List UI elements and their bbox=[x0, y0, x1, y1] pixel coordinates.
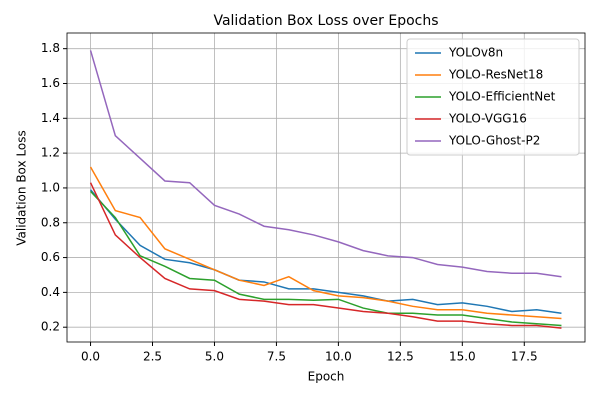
y-axis-label: Validation Box Loss bbox=[15, 130, 29, 246]
x-tick-label: 2.5 bbox=[143, 350, 162, 364]
x-tick-label: 15.0 bbox=[449, 350, 476, 364]
legend-box bbox=[406, 38, 580, 156]
data-line bbox=[89, 189, 562, 315]
x-tick-label: 17.5 bbox=[511, 350, 538, 364]
x-tick-label: 10.0 bbox=[325, 350, 352, 364]
x-tick-label: 12.5 bbox=[387, 350, 414, 364]
y-tick-label: 1.8 bbox=[41, 41, 60, 55]
y-tick-label: 0.8 bbox=[41, 215, 60, 229]
legend-label: YOLO-Ghost-P2 bbox=[448, 134, 540, 148]
x-tick-label: 5.0 bbox=[205, 350, 224, 364]
data-line bbox=[89, 50, 562, 278]
legend-label: YOLOv8n bbox=[448, 46, 503, 60]
legend-label: YOLO-ResNet18 bbox=[448, 68, 543, 82]
x-tick-label: 0.0 bbox=[81, 350, 100, 364]
data-line bbox=[90, 190, 562, 327]
y-tick-label: 0.4 bbox=[41, 285, 60, 299]
y-tick-label: 1.0 bbox=[41, 180, 60, 194]
x-tick-label: 7.5 bbox=[267, 350, 286, 364]
legend-label: YOLO-EfficientNet bbox=[448, 90, 556, 104]
y-tick-label: 0.2 bbox=[41, 320, 60, 334]
y-tick-label: 1.2 bbox=[41, 146, 60, 160]
plot-frame bbox=[66, 32, 586, 343]
y-tick-label: 0.6 bbox=[41, 250, 60, 264]
chart-title: Validation Box Loss over Epochs bbox=[213, 13, 438, 29]
data-line bbox=[89, 182, 562, 329]
x-axis-label: Epoch bbox=[308, 370, 345, 384]
legend-label: YOLO-VGG16 bbox=[448, 112, 527, 126]
y-tick-label: 1.6 bbox=[41, 76, 60, 90]
data-line bbox=[89, 166, 562, 320]
y-tick-label: 1.4 bbox=[41, 111, 60, 125]
